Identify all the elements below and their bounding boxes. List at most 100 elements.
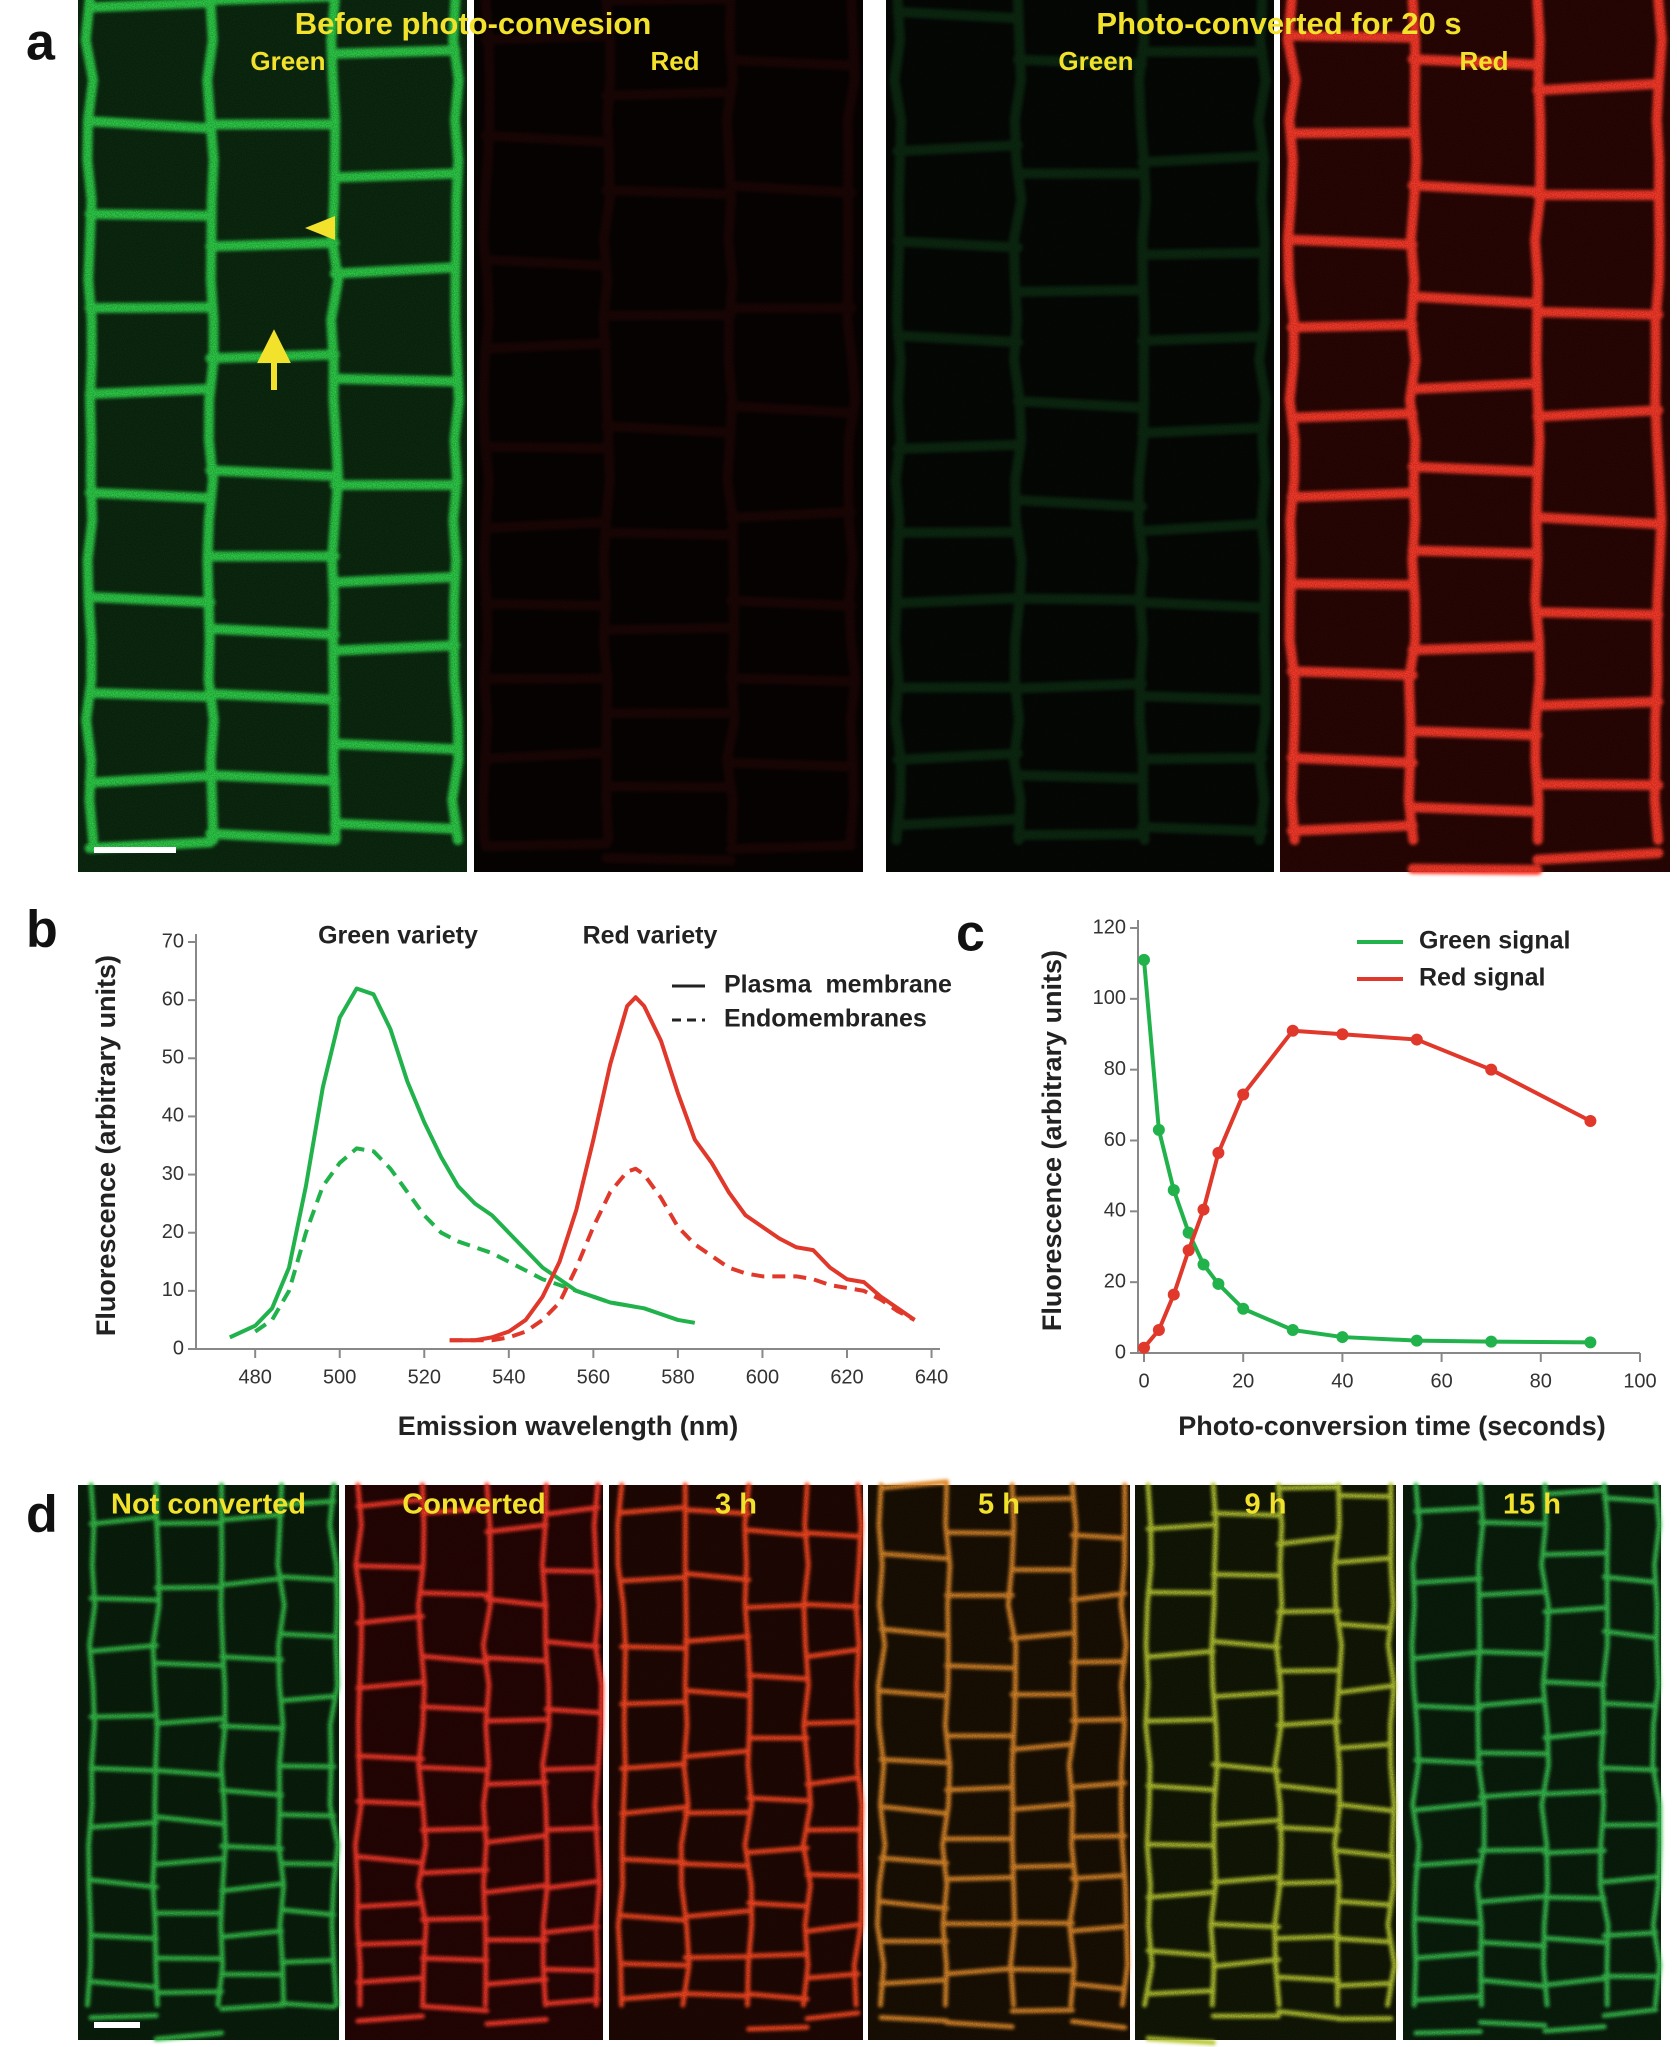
annotation: Red variety bbox=[583, 922, 718, 950]
data-point bbox=[1197, 1203, 1210, 1216]
data-point bbox=[1485, 1335, 1498, 1348]
image-label: Converted bbox=[402, 1489, 545, 1521]
y-axis-label: Fluorescence (arbitrary units) bbox=[91, 955, 121, 1336]
y-tick-label: 20 bbox=[162, 1221, 184, 1243]
micrograph-noise bbox=[78, 1485, 339, 2040]
micrograph bbox=[474, 0, 863, 872]
data-point bbox=[1197, 1258, 1210, 1271]
data-point bbox=[1286, 1024, 1299, 1037]
data-point bbox=[1336, 1331, 1349, 1344]
x-tick-label: 40 bbox=[1331, 1370, 1353, 1392]
micrograph bbox=[1403, 1482, 1663, 2040]
y-tick-label: 0 bbox=[173, 1337, 184, 1359]
micrograph-noise bbox=[1280, 0, 1670, 872]
y-tick-label: 40 bbox=[162, 1105, 184, 1127]
micrograph-noise bbox=[868, 1485, 1130, 2040]
data-point bbox=[1410, 1033, 1423, 1046]
micrograph-noise bbox=[474, 0, 863, 872]
micrograph-noise bbox=[345, 1485, 603, 2040]
micrograph bbox=[345, 1482, 605, 2040]
series-line bbox=[228, 986, 696, 1340]
data-point bbox=[1336, 1028, 1349, 1041]
channel-label: Red bbox=[650, 46, 699, 76]
data-point bbox=[1410, 1334, 1423, 1347]
y-tick-label: 100 bbox=[1093, 987, 1126, 1009]
y-tick-label: 20 bbox=[1104, 1270, 1126, 1292]
x-axis-label: Photo-conversion time (seconds) bbox=[1178, 1411, 1606, 1441]
data-point bbox=[1212, 1146, 1225, 1159]
data-point bbox=[1138, 1341, 1150, 1354]
y-tick-label: 50 bbox=[162, 1047, 184, 1069]
x-tick-label: 540 bbox=[492, 1366, 525, 1388]
data-point bbox=[1286, 1323, 1299, 1336]
x-tick-label: 20 bbox=[1232, 1370, 1254, 1392]
series-line bbox=[449, 995, 916, 1343]
micrograph-noise bbox=[1403, 1485, 1661, 2040]
series-line bbox=[254, 1146, 628, 1334]
channel-label: Green bbox=[1058, 46, 1133, 76]
data-point bbox=[1152, 1123, 1165, 1136]
x-tick-label: 100 bbox=[1623, 1370, 1656, 1392]
data-point bbox=[1212, 1277, 1225, 1290]
micrograph bbox=[1135, 1482, 1398, 2046]
y-tick-label: 120 bbox=[1093, 916, 1126, 938]
channel-label: Green bbox=[250, 46, 325, 76]
micrograph-noise bbox=[78, 0, 467, 872]
y-tick-label: 60 bbox=[162, 988, 184, 1010]
y-tick-label: 80 bbox=[1104, 1058, 1126, 1080]
panel-label: b bbox=[26, 901, 58, 959]
data-point bbox=[1237, 1088, 1250, 1101]
data-point bbox=[1182, 1244, 1195, 1257]
y-tick-label: 40 bbox=[1104, 1200, 1126, 1222]
micrograph bbox=[886, 0, 1274, 872]
panel-title: Photo-converted for 20 s bbox=[1096, 6, 1461, 41]
data-point bbox=[1167, 1288, 1180, 1301]
micrograph bbox=[609, 1482, 865, 2040]
x-tick-label: 60 bbox=[1430, 1370, 1452, 1392]
y-tick-label: 70 bbox=[162, 930, 184, 952]
x-tick-label: 620 bbox=[830, 1366, 863, 1388]
panel-label: a bbox=[26, 14, 56, 72]
x-tick-label: 520 bbox=[408, 1366, 441, 1388]
x-tick-label: 580 bbox=[661, 1366, 694, 1388]
y-tick-label: 10 bbox=[162, 1279, 184, 1301]
y-tick-label: 30 bbox=[162, 1163, 184, 1185]
micrograph-noise bbox=[1135, 1485, 1396, 2040]
legend-label: Plasma membrane bbox=[724, 971, 952, 999]
data-point bbox=[1584, 1336, 1597, 1349]
data-point bbox=[1237, 1302, 1250, 1315]
x-tick-label: 0 bbox=[1138, 1370, 1149, 1392]
micrograph bbox=[868, 1479, 1130, 2040]
micrograph bbox=[78, 0, 467, 872]
x-tick-label: 560 bbox=[577, 1366, 610, 1388]
image-label: 3 h bbox=[715, 1489, 757, 1521]
data-point bbox=[1485, 1063, 1498, 1076]
image-label: Not converted bbox=[111, 1489, 306, 1521]
series-line bbox=[449, 1166, 916, 1343]
image-label: 5 h bbox=[978, 1489, 1020, 1521]
legend-label: Green signal bbox=[1419, 927, 1570, 955]
channel-label: Red bbox=[1459, 46, 1508, 76]
data-point bbox=[1182, 1226, 1195, 1239]
micrograph-noise bbox=[886, 0, 1274, 872]
annotation: Green variety bbox=[318, 922, 478, 950]
data-point bbox=[1167, 1184, 1180, 1197]
x-tick-label: 80 bbox=[1530, 1370, 1552, 1392]
micrograph bbox=[1280, 0, 1670, 875]
arrow bbox=[257, 329, 291, 390]
data-point bbox=[1152, 1323, 1165, 1336]
series-line bbox=[1142, 959, 1591, 1345]
y-tick-label: 0 bbox=[1115, 1341, 1126, 1363]
y-tick-label: 60 bbox=[1104, 1129, 1126, 1151]
data-point bbox=[1584, 1115, 1597, 1128]
x-axis-label: Emission wavelength (nm) bbox=[398, 1411, 739, 1441]
micrograph-noise bbox=[609, 1485, 863, 2040]
x-tick-label: 640 bbox=[915, 1366, 948, 1388]
legend-label: Red signal bbox=[1419, 964, 1545, 992]
legend-label: Endomembranes bbox=[724, 1005, 927, 1033]
x-tick-label: 600 bbox=[746, 1366, 779, 1388]
image-label: 9 h bbox=[1245, 1489, 1287, 1521]
y-axis-label: Fluorescence (arbitrary units) bbox=[1037, 950, 1067, 1331]
image-label: 15 h bbox=[1503, 1489, 1561, 1521]
